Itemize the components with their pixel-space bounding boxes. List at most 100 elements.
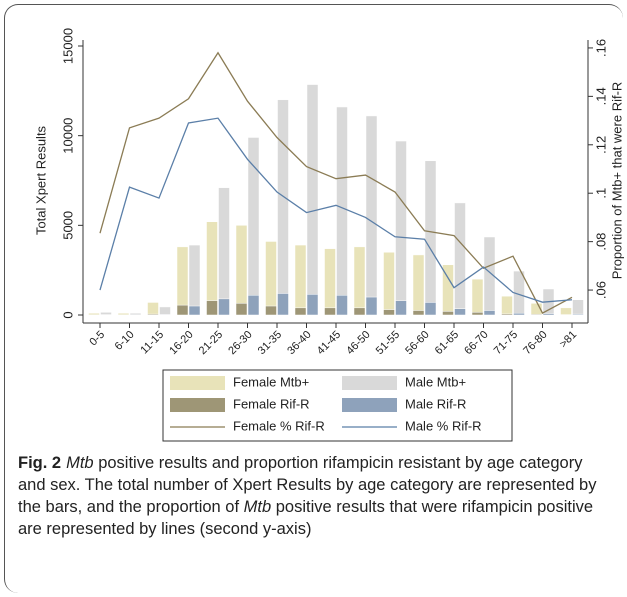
bar bbox=[412, 254, 425, 316]
bar bbox=[218, 298, 230, 316]
caption-text: positive results and proportion rifampic… bbox=[18, 454, 597, 516]
bar bbox=[206, 300, 218, 316]
bar bbox=[294, 307, 307, 316]
bar bbox=[218, 187, 230, 316]
bar bbox=[572, 313, 584, 316]
legend-swatch bbox=[170, 376, 225, 390]
bar bbox=[265, 241, 277, 316]
bar bbox=[501, 295, 513, 316]
legend-swatch bbox=[342, 398, 397, 412]
caption-text: positive results that were rifampicin po… bbox=[18, 498, 594, 538]
x-tick-label: 71-75 bbox=[492, 329, 520, 357]
bar bbox=[247, 295, 260, 316]
x-tick-label: 21-25 bbox=[197, 329, 225, 357]
caption: Fig. 2 Mtb positive results and proportio… bbox=[18, 452, 614, 540]
bar bbox=[159, 314, 171, 316]
line bbox=[99, 51, 573, 314]
x-tick-label: 76-80 bbox=[521, 329, 549, 357]
bar bbox=[306, 294, 319, 316]
y2-axis-title: Proportion of Mtb+ that were Rif-R bbox=[609, 82, 624, 280]
y2-tick-label: .12 bbox=[593, 136, 608, 154]
bar bbox=[188, 244, 201, 316]
legend-label: Female Mtb+ bbox=[233, 374, 309, 389]
bar bbox=[324, 307, 336, 316]
bar bbox=[542, 313, 555, 316]
x-tick-label: 51-55 bbox=[374, 329, 402, 357]
bar bbox=[336, 295, 348, 316]
bar bbox=[147, 302, 159, 316]
bar bbox=[471, 278, 484, 316]
caption-text: Mtb bbox=[243, 498, 272, 516]
y-axis-title: Total Xpert Results bbox=[33, 125, 48, 235]
bar bbox=[265, 305, 277, 316]
x-tick-label: 61-65 bbox=[433, 329, 461, 357]
legend-swatch bbox=[342, 376, 397, 390]
bar bbox=[513, 312, 525, 316]
y2-tick-label: .1 bbox=[593, 188, 608, 199]
bar bbox=[147, 313, 159, 316]
bar bbox=[454, 308, 466, 316]
bar bbox=[353, 246, 366, 316]
x-tick-label: 0-5 bbox=[87, 329, 107, 349]
bar bbox=[176, 304, 189, 316]
line bbox=[99, 117, 573, 303]
bar bbox=[501, 313, 513, 316]
bar bbox=[572, 299, 584, 316]
bar bbox=[324, 248, 336, 316]
bar bbox=[159, 306, 171, 316]
legend-label: Male Mtb+ bbox=[405, 374, 466, 389]
y2-tick-label: .16 bbox=[593, 39, 608, 57]
bar bbox=[188, 305, 201, 316]
y-tick-label: 15000 bbox=[60, 28, 75, 64]
y2-tick-label: .14 bbox=[593, 87, 608, 105]
bar bbox=[530, 314, 543, 316]
bar bbox=[383, 251, 395, 316]
x-tick-label: 6-10 bbox=[113, 329, 137, 353]
x-tick-label: 56-60 bbox=[403, 329, 431, 357]
bar bbox=[336, 106, 348, 316]
chart: 0 5000 10000 15000 .06 .08 .1 .12 .14 .16 Total Xp… bbox=[33, 28, 624, 442]
bar bbox=[365, 115, 378, 316]
bar bbox=[424, 160, 437, 316]
legend-label: Male Rif-R bbox=[405, 396, 466, 411]
x-tick-label: 46-50 bbox=[344, 329, 372, 357]
x-tick-label: 41-45 bbox=[315, 329, 343, 357]
bar bbox=[306, 84, 319, 316]
bar bbox=[442, 311, 454, 316]
bar bbox=[235, 303, 248, 316]
bar bbox=[560, 307, 572, 316]
bar bbox=[247, 137, 260, 316]
legend-label: Male % Rif-R bbox=[405, 418, 482, 433]
x-tick-label: >81 bbox=[557, 329, 579, 351]
y2-tick-label: .08 bbox=[593, 233, 608, 251]
y2-tick-label: .06 bbox=[593, 281, 608, 299]
caption-text: Mtb bbox=[66, 454, 94, 472]
bar bbox=[424, 302, 437, 316]
x-tick-label: 36-40 bbox=[285, 329, 313, 357]
bar bbox=[176, 246, 189, 316]
bar bbox=[353, 307, 366, 316]
legend-label: Female % Rif-R bbox=[233, 418, 325, 433]
bar bbox=[365, 296, 378, 316]
bar bbox=[277, 293, 289, 316]
y-tick-label: 0 bbox=[60, 311, 75, 318]
figure-frame bbox=[4, 4, 623, 593]
bar bbox=[383, 309, 395, 316]
x-tick-label: 66-70 bbox=[462, 329, 490, 357]
x-tick-label: 31-35 bbox=[256, 329, 284, 357]
bar bbox=[277, 99, 289, 316]
bar bbox=[235, 225, 248, 316]
bar bbox=[454, 202, 466, 316]
y-tick-label: 10000 bbox=[60, 118, 75, 154]
bar bbox=[294, 244, 307, 316]
caption-label: Fig. 2 bbox=[18, 454, 62, 472]
bar bbox=[412, 310, 425, 316]
x-tick-label: 26-30 bbox=[226, 329, 254, 357]
bar bbox=[395, 140, 407, 316]
bar bbox=[395, 300, 407, 316]
x-tick-label: 16-20 bbox=[167, 329, 195, 357]
legend-swatch bbox=[170, 398, 225, 412]
bar bbox=[483, 310, 496, 316]
y-tick-label: 5000 bbox=[60, 211, 75, 240]
